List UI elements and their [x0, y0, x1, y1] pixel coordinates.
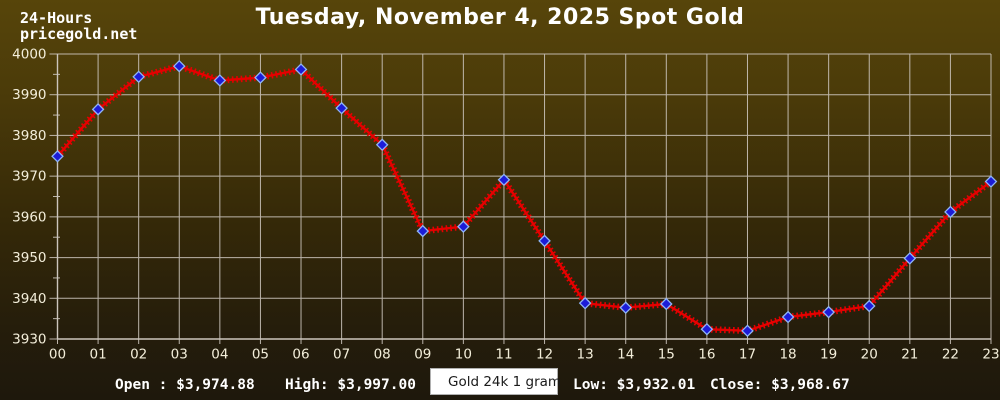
stat-open: Open : $3,974.88: [115, 377, 255, 393]
legend-label: Gold 24k 1 gram: [448, 373, 562, 390]
x-tick-label: 05: [252, 347, 269, 363]
x-tick-label: 17: [739, 347, 756, 363]
x-tick-label: 10: [455, 347, 472, 363]
price-line-core: [56, 64, 992, 332]
legend: Gold 24k 1 gram: [430, 368, 562, 395]
y-tick-label: 3960: [12, 209, 46, 225]
x-tick-label: 06: [292, 347, 309, 363]
y-tick-labels: 3930 3940 3950 3960 3970 3980 3990 4000: [12, 47, 46, 348]
price-marker: [213, 74, 227, 87]
site-label: pricegold.net: [20, 25, 138, 43]
price-marker: [741, 324, 754, 338]
y-tick-label: 3950: [12, 250, 46, 266]
price-marker: [254, 71, 267, 84]
y-tick-label: 3990: [12, 87, 46, 103]
price-marker: [944, 205, 957, 219]
x-tick-label: 08: [374, 347, 391, 363]
x-tick-label: 18: [779, 347, 796, 363]
y-tick-label: 3940: [12, 291, 46, 307]
x-tick-label: 03: [171, 347, 188, 363]
price-marker: [91, 103, 105, 116]
price-marker: [294, 63, 308, 76]
x-tick-label: 20: [861, 347, 878, 363]
x-tick-label: 23: [982, 347, 999, 363]
price-marker: [132, 70, 145, 84]
x-tick-label: 11: [495, 347, 512, 363]
x-tick-label: 21: [901, 347, 918, 363]
stat-high: High: $3,997.00: [285, 377, 416, 393]
price-marker: [862, 299, 876, 313]
price-marker: [538, 234, 551, 248]
period-label: 24-Hours: [20, 9, 93, 27]
price-marker: [578, 296, 592, 310]
x-tick-label: 00: [49, 347, 66, 363]
price-marker: [51, 149, 64, 163]
price-marker: [659, 297, 673, 311]
price-marker: [335, 101, 348, 115]
price-marker: [172, 59, 186, 73]
x-tick-label: 01: [89, 347, 106, 363]
x-tick-label: 22: [942, 347, 959, 363]
price-marker: [700, 322, 714, 336]
y-tick-label: 4000: [12, 47, 46, 63]
x-tick-label: 15: [658, 347, 675, 363]
y-tick-label: 3970: [12, 169, 46, 185]
x-tick-label: 16: [698, 347, 715, 363]
price-marker: [375, 138, 389, 152]
x-tick-label: 04: [211, 347, 228, 363]
price-marker: [619, 301, 633, 314]
x-tick-label: 09: [414, 347, 431, 363]
x-tick-label: 02: [130, 347, 147, 363]
price-marker: [781, 310, 795, 324]
price-line-hatch: [55, 62, 993, 335]
chart-title: Tuesday, November 4, 2025 Spot Gold: [255, 5, 745, 30]
grid: [49, 53, 992, 344]
x-tick-label: 14: [617, 347, 634, 363]
price-markers: [51, 59, 998, 338]
x-tick-labels: 00 01 02 03 04 05 06 07 08 09 10 11 12 13 14 15 16 17 18 19…: [49, 347, 1000, 363]
chart-corner-info: 24-Hours pricegold.net: [20, 10, 137, 42]
x-tick-label: 13: [577, 347, 594, 363]
price-marker: [457, 220, 470, 233]
x-tick-label: 12: [536, 347, 553, 363]
price-marker: [984, 175, 998, 188]
y-tick-label: 3980: [12, 128, 46, 144]
price-marker: [416, 224, 430, 238]
stat-low: Low: $3,932.01: [573, 377, 696, 393]
x-tick-label: 19: [820, 347, 837, 363]
x-tick-label: 07: [333, 347, 350, 363]
price-marker: [903, 252, 917, 265]
price-marker: [497, 173, 511, 187]
price-marker: [822, 305, 835, 319]
y-tick-label: 3930: [12, 332, 46, 348]
stat-close: Close: $3,968.67: [710, 377, 850, 393]
